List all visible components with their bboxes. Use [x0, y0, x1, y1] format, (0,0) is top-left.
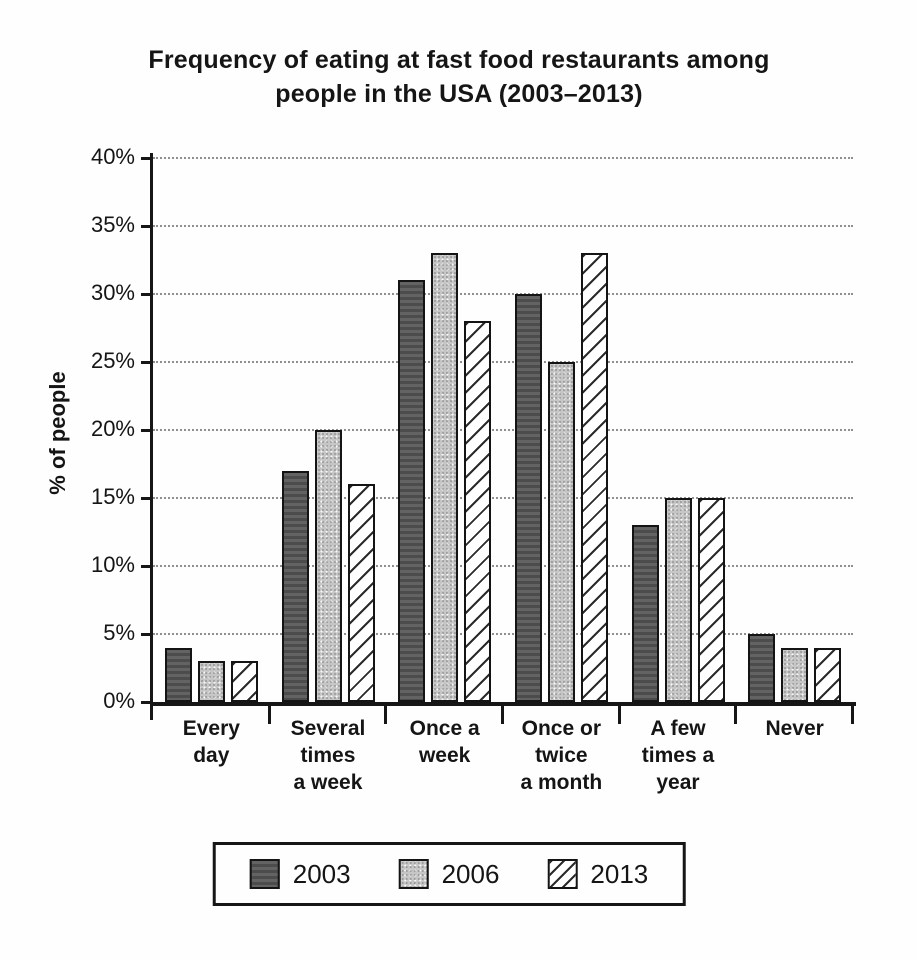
x-category-label-line: Every	[182, 717, 240, 740]
y-tick-label-5: 5%	[103, 620, 135, 645]
y-tick-label-15: 15%	[90, 484, 135, 509]
y-axis-tick-40	[141, 156, 151, 160]
y-tick-label-25: 25%	[90, 348, 135, 373]
x-axis-group-tick-5	[734, 702, 738, 724]
legend-label-2003: 2003	[292, 858, 351, 889]
y-axis-line	[150, 153, 153, 720]
gridline-15	[153, 497, 853, 499]
bar-2003-several-times-a-week	[281, 470, 309, 702]
chart-title-line2: people in the USA (2003–2013)	[275, 79, 643, 108]
x-category-label-line: week	[418, 743, 471, 767]
x-category-label-line: a week	[293, 770, 363, 794]
x-category-label-every-day: Every day	[153, 716, 270, 770]
x-category-label-line: Once or	[521, 717, 601, 740]
bar-2006-several-times-a-week	[314, 430, 342, 702]
x-category-label-never: Never	[736, 716, 853, 743]
y-axis-tick-20	[141, 428, 151, 432]
legend-item-2003: 2003	[249, 858, 351, 890]
gridline-40	[153, 157, 853, 159]
y-tick-label-10: 10%	[90, 552, 135, 577]
x-category-label-once-a-week: Once a week	[386, 716, 503, 770]
legend-item-2006: 2006	[398, 858, 500, 890]
x-category-label-line: a month	[520, 770, 603, 794]
x-axis-group-tick-4	[617, 702, 621, 724]
y-axis-tick-10	[141, 564, 151, 568]
legend: 2003 2006 2013	[212, 842, 686, 906]
gridline-10	[153, 565, 853, 567]
y-tick-label-30: 30%	[90, 280, 135, 305]
bar-2006-never	[781, 647, 809, 702]
bar-2003-a-few-times-a-year	[631, 525, 659, 702]
x-category-label-line: Once a	[409, 717, 480, 740]
gridline-35	[153, 225, 853, 227]
legend-item-2013: 2013	[547, 859, 648, 890]
y-axis-tick-25	[141, 360, 151, 364]
legend-swatch-2003-icon	[249, 859, 280, 889]
x-category-label-once-or-twice-a-month: Once or twice a month	[503, 716, 620, 797]
x-category-label-line: year	[656, 770, 700, 794]
y-tick-label-0: 0%	[103, 688, 135, 713]
y-axis-tick-0	[141, 700, 151, 704]
x-category-label-line: A few	[650, 717, 706, 740]
gridline-5	[153, 633, 853, 635]
y-axis-tick-15	[141, 496, 151, 500]
bar-2006-once-or-twice-a-month	[547, 362, 575, 702]
bar-2013-once-or-twice-a-month	[580, 253, 608, 702]
bar-2003-never	[748, 634, 776, 702]
chart-title-line1: Frequency of eating at fast food restaur…	[148, 46, 770, 74]
y-axis-tick-5	[141, 632, 151, 636]
bar-2006-every-day	[197, 661, 225, 702]
bar-2013-a-few-times-a-year	[697, 498, 725, 702]
bar-2003-every-day	[164, 647, 192, 702]
legend-swatch-2006-icon	[398, 859, 429, 889]
x-category-label-line: times a	[641, 743, 715, 767]
bar-2006-once-a-week	[431, 253, 459, 702]
x-category-label-line: twice	[535, 743, 588, 767]
gridline-25	[153, 361, 853, 363]
x-axis-group-tick-3	[501, 702, 504, 724]
bar-2003-once-or-twice-a-month	[514, 294, 542, 702]
y-tick-label-20: 20%	[90, 416, 135, 441]
bar-2013-several-times-a-week	[347, 484, 375, 702]
x-axis-group-tick-1	[267, 702, 271, 724]
legend-label-2013: 2013	[590, 858, 649, 889]
x-category-label-line: Never	[765, 717, 824, 740]
x-axis-group-tick-6	[851, 702, 854, 724]
y-axis-tick-35	[141, 224, 151, 228]
x-category-label-line: times	[300, 743, 356, 767]
x-category-label-a-few-times-a-year: A few times a year	[620, 716, 737, 797]
bar-2006-a-few-times-a-year	[664, 498, 692, 702]
y-tick-label-35: 35%	[90, 212, 135, 237]
x-axis-group-tick-2	[384, 702, 388, 724]
gridline-30	[153, 293, 853, 295]
gridline-20	[153, 429, 853, 431]
bar-2003-once-a-week	[398, 280, 426, 702]
legend-swatch-2013-icon	[547, 859, 578, 889]
chart-title: Frequency of eating at fast food restaur…	[0, 44, 918, 112]
bar-2013-every-day	[230, 661, 258, 702]
x-category-label-line: Several	[290, 717, 366, 740]
y-axis-tick-30	[141, 292, 151, 296]
x-category-label-line: day	[193, 743, 230, 767]
bar-2013-once-a-week	[464, 321, 492, 702]
x-category-label-several-times-a-week: Several times a week	[270, 716, 387, 797]
bar-2013-never	[814, 647, 842, 702]
y-tick-label-40: 40%	[90, 144, 135, 169]
legend-label-2006: 2006	[441, 858, 500, 889]
